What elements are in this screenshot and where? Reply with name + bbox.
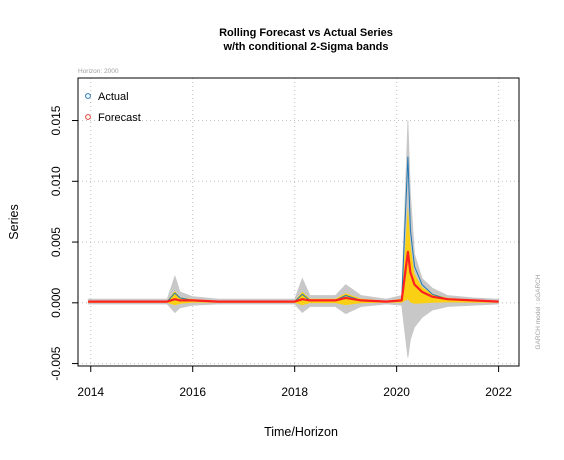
y-tick-label: 0.005 — [49, 227, 63, 257]
series-lines — [88, 156, 499, 303]
x-tick-label: 2020 — [383, 385, 410, 399]
chart-title-line1: Rolling Forecast vs Actual Series — [219, 27, 393, 39]
legend-marker-forecast — [85, 114, 91, 120]
y-axis-label: Series — [7, 204, 21, 239]
band-actual-envelope — [87, 120, 499, 358]
x-tick-label: 2022 — [485, 385, 512, 399]
legend-label-actual: Actual — [98, 91, 129, 103]
y-axis: -0.005 0.000 0.005 0.010 0.015 — [49, 105, 78, 381]
series-line-forecast — [88, 250, 499, 303]
legend-label-forecast: Forecast — [98, 112, 141, 124]
y-tick-label: 0.000 — [49, 287, 63, 317]
x-axis: 2014 2016 2018 2020 2022 — [77, 366, 512, 399]
chart-title-line2: w/th conditional 2-Sigma bands — [222, 41, 388, 53]
legend: Actual Forecast — [85, 91, 141, 124]
side-note: GARCH model : sGARCH — [535, 274, 542, 349]
chart-subtitle: Horizon: 2000 — [78, 68, 119, 75]
legend-marker-actual — [85, 93, 91, 99]
y-tick-label: 0.015 — [49, 105, 63, 135]
x-tick-label: 2016 — [179, 385, 206, 399]
x-axis-label: Time/Horizon — [264, 425, 338, 439]
y-tick-label: -0.005 — [49, 346, 63, 380]
x-tick-label: 2018 — [281, 385, 308, 399]
bands — [87, 120, 499, 358]
x-tick-label: 2014 — [77, 385, 104, 399]
y-tick-label: 0.010 — [49, 166, 63, 196]
plot-frame — [77, 77, 520, 367]
